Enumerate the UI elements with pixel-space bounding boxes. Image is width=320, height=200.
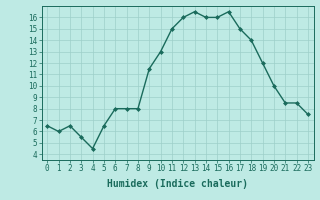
X-axis label: Humidex (Indice chaleur): Humidex (Indice chaleur) [107,179,248,189]
